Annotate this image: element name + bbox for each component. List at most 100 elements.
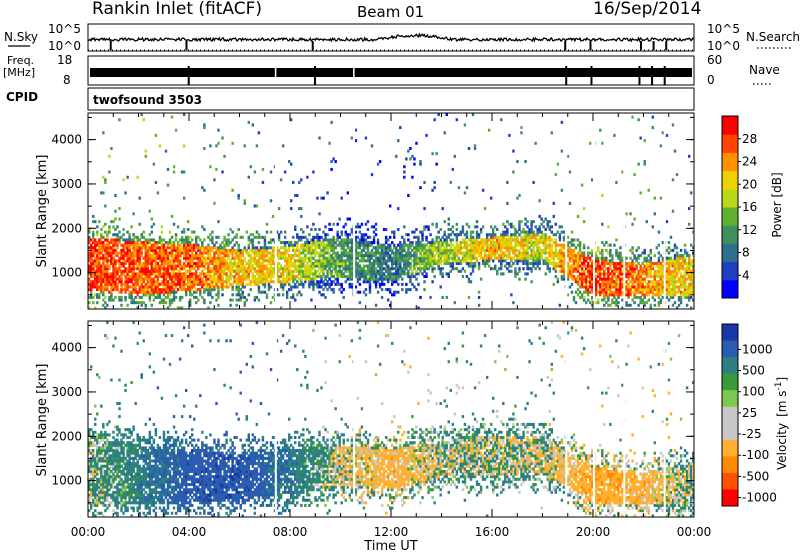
data-cell bbox=[407, 149, 410, 153]
data-cell bbox=[403, 243, 406, 247]
data-cell bbox=[384, 246, 388, 250]
data-cell bbox=[215, 285, 218, 289]
data-cell bbox=[255, 230, 259, 234]
data-cell bbox=[514, 251, 517, 255]
data-cell bbox=[572, 251, 576, 255]
data-cell bbox=[603, 264, 606, 268]
data-cell bbox=[205, 275, 208, 279]
data-cell bbox=[588, 301, 592, 305]
data-cell bbox=[324, 246, 327, 250]
data-cell bbox=[372, 241, 376, 245]
data-cell bbox=[362, 277, 366, 281]
data-cell bbox=[601, 288, 604, 292]
data-cell bbox=[126, 251, 129, 255]
data-cell bbox=[427, 256, 430, 260]
data-cell bbox=[403, 264, 406, 268]
data-cell bbox=[269, 246, 273, 250]
data-cell bbox=[671, 303, 675, 307]
data-cell bbox=[350, 285, 354, 289]
data-cell bbox=[590, 277, 594, 281]
data-cell bbox=[287, 280, 291, 284]
data-cell bbox=[625, 264, 628, 268]
data-cell bbox=[498, 267, 501, 271]
data-cell bbox=[231, 285, 234, 289]
data-cell bbox=[534, 267, 537, 271]
data-cell bbox=[568, 269, 572, 273]
data-cell bbox=[255, 251, 259, 255]
data-cell bbox=[287, 282, 291, 286]
data-cell bbox=[225, 241, 228, 245]
data-cell bbox=[399, 243, 402, 247]
data-cell bbox=[132, 285, 135, 289]
data-cell bbox=[215, 256, 218, 260]
data-cell bbox=[463, 123, 467, 127]
data-cell bbox=[110, 220, 113, 224]
data-cell bbox=[611, 254, 614, 258]
data-cell bbox=[152, 288, 156, 292]
data-cell bbox=[98, 264, 101, 268]
data-cell bbox=[388, 254, 392, 258]
data-cell bbox=[599, 277, 602, 281]
data-cell bbox=[487, 254, 491, 258]
data-cell bbox=[88, 267, 91, 271]
data-cell bbox=[431, 269, 434, 273]
data-cell bbox=[158, 248, 162, 252]
data-cell bbox=[249, 264, 253, 268]
data-cell bbox=[415, 248, 418, 252]
data-cell bbox=[603, 295, 606, 299]
data-cell bbox=[104, 280, 107, 284]
data-cell bbox=[603, 259, 606, 263]
data-cell bbox=[178, 261, 182, 265]
data-cell bbox=[613, 275, 616, 279]
data-cell bbox=[271, 238, 275, 242]
data-cell bbox=[558, 261, 562, 265]
data-cell bbox=[338, 288, 341, 292]
data-cell bbox=[397, 267, 400, 271]
data-cell bbox=[310, 248, 313, 252]
data-cell bbox=[138, 259, 141, 263]
data-cell bbox=[649, 248, 652, 252]
data-cell bbox=[556, 243, 560, 247]
data-cell bbox=[552, 214, 556, 218]
data-cell bbox=[215, 246, 218, 250]
data-cell bbox=[635, 282, 638, 286]
data-cell bbox=[296, 241, 299, 245]
data-cell bbox=[320, 235, 323, 239]
data-cell bbox=[534, 225, 537, 229]
data-cell bbox=[657, 230, 661, 234]
data-cell bbox=[405, 272, 408, 276]
data-cell bbox=[231, 293, 234, 297]
data-cell bbox=[631, 267, 634, 271]
data-cell bbox=[100, 238, 103, 242]
data-cell bbox=[631, 290, 634, 294]
data-cell bbox=[138, 272, 141, 276]
data-cell bbox=[508, 246, 511, 250]
data-cell bbox=[324, 267, 327, 271]
data-cell bbox=[306, 261, 309, 265]
data-cell bbox=[90, 264, 93, 268]
data-cell bbox=[247, 120, 250, 124]
data-cell bbox=[641, 301, 644, 305]
data-cell bbox=[160, 254, 164, 258]
data-cell bbox=[378, 251, 382, 255]
data-cell bbox=[160, 246, 164, 250]
data-cell bbox=[524, 160, 527, 164]
data-cell bbox=[586, 254, 590, 258]
data-cell bbox=[338, 303, 341, 307]
data-cell bbox=[140, 272, 143, 276]
data-cell bbox=[180, 264, 184, 268]
data-cell bbox=[122, 282, 125, 286]
data-cell bbox=[481, 225, 485, 229]
data-cell bbox=[168, 259, 172, 263]
data-cell bbox=[619, 293, 622, 297]
data-cell bbox=[158, 267, 162, 271]
data-cell bbox=[388, 288, 392, 292]
data-cell bbox=[356, 261, 360, 265]
data-cell bbox=[90, 280, 93, 284]
data-cell bbox=[382, 277, 386, 281]
data-cell bbox=[572, 264, 576, 268]
data-cell bbox=[613, 280, 616, 284]
data-cell bbox=[560, 246, 564, 250]
data-cell bbox=[134, 301, 137, 305]
data-cell bbox=[386, 256, 390, 260]
